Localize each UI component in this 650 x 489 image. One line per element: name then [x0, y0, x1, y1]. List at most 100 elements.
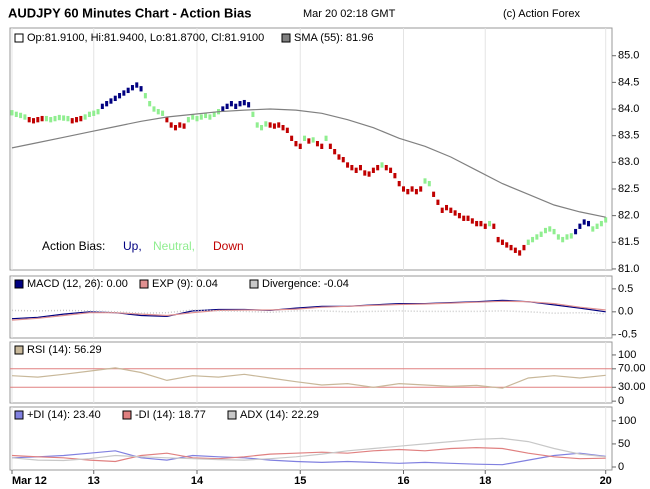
price-bar: [70, 118, 74, 124]
legend-swatch: [227, 410, 237, 420]
price-bar: [462, 215, 466, 221]
price-bar: [500, 239, 504, 245]
price-bar: [565, 234, 569, 240]
price-bar: [23, 114, 27, 120]
legend-label: RSI (14): 56.29: [27, 344, 102, 356]
price-bar: [195, 115, 199, 122]
y-tick-label: 81.0: [618, 263, 639, 275]
price-bar: [281, 125, 285, 131]
y-tick-label: 70.00: [618, 363, 646, 375]
price-bar: [294, 141, 298, 147]
y-tick-label: 85.0: [618, 50, 639, 62]
price-bar: [436, 199, 440, 205]
price-bar: [376, 164, 380, 171]
price-bar: [173, 125, 177, 131]
price-bar: [427, 180, 431, 187]
price-bar: [66, 115, 70, 122]
price-bar: [535, 234, 539, 240]
panel-frame: [9, 27, 613, 271]
legend-swatch: [14, 410, 24, 420]
price-bar: [591, 226, 595, 232]
price-bar: [397, 180, 401, 187]
price-bar: [505, 242, 509, 248]
price-bar: [100, 103, 104, 110]
price-bar: [457, 212, 461, 219]
bias-legend-title: Action Bias:: [42, 239, 105, 253]
price-bar: [518, 250, 522, 256]
price-bar: [599, 220, 603, 227]
price-bar: [242, 99, 246, 106]
price-bar: [161, 110, 165, 116]
price-bar: [191, 114, 195, 120]
price-bar: [199, 114, 203, 120]
price-bar: [255, 122, 259, 128]
price-bar: [105, 101, 109, 107]
price-bar: [53, 115, 57, 122]
price-bar: [27, 117, 31, 123]
price-bar: [186, 117, 190, 123]
price-bar: [401, 186, 405, 192]
y-tick-label: 50: [618, 438, 630, 450]
timestamp: Mar 20 02:18 GMT: [303, 8, 396, 20]
price-bar: [165, 117, 169, 123]
x-tick-label: 20: [600, 475, 612, 487]
price-bar: [324, 135, 328, 142]
price-bar: [204, 112, 208, 119]
price-bar: [49, 117, 53, 123]
price-bar: [488, 220, 492, 227]
y-tick-label: 0.0: [618, 306, 633, 318]
price-bar: [466, 215, 470, 221]
price-bar: [272, 123, 276, 129]
price-bar: [315, 141, 319, 147]
price-bar: [406, 188, 410, 195]
price-bar: [143, 93, 147, 99]
price-bar: [10, 110, 14, 116]
price-bar: [277, 122, 281, 128]
price-bar: [208, 114, 212, 120]
price-bar: [152, 106, 156, 112]
price-bar: [307, 138, 311, 144]
bias-legend-item: Down: [213, 239, 244, 253]
price-bar: [57, 114, 61, 121]
legend-swatch: [281, 33, 291, 43]
legend-swatch: [139, 279, 149, 289]
y-tick-label: 84.0: [618, 103, 639, 115]
price-bar: [221, 106, 225, 112]
price-bar: [130, 85, 134, 91]
legend-label: SMA (55): 81.96: [294, 32, 374, 44]
panel-frame: [9, 406, 613, 471]
x-tick-label: 16: [397, 475, 409, 487]
legend-label: EXP (9): 0.04: [152, 278, 218, 290]
x-tick-label: 14: [191, 475, 204, 487]
price-bar: [251, 111, 255, 118]
price-bar: [178, 122, 182, 128]
price-bar: [371, 167, 375, 173]
y-tick-label: 84.5: [618, 76, 639, 88]
price-bar: [320, 143, 324, 149]
price-bar: [247, 102, 251, 108]
price-bar: [92, 110, 96, 116]
price-bar: [229, 101, 233, 107]
price-bar: [298, 143, 302, 149]
y-tick-label: 83.0: [618, 156, 639, 168]
y-tick-label: 30.00: [618, 381, 646, 393]
price-bar: [109, 98, 113, 104]
price-bar: [423, 178, 427, 184]
y-tick-label: 0.5: [618, 283, 633, 295]
price-bar: [264, 121, 268, 127]
series-line: [11, 309, 606, 315]
price-bar: [496, 236, 500, 243]
legend-label: +DI (14): 23.40: [27, 409, 101, 421]
price-bar: [492, 223, 496, 229]
price-bar: [260, 125, 264, 131]
price-bar: [87, 111, 91, 118]
series-line: [11, 446, 606, 463]
price-bar: [479, 220, 483, 227]
y-tick-label: 82.0: [618, 210, 639, 222]
price-bar: [556, 234, 560, 240]
legend-swatch: [249, 279, 259, 289]
series-line: [11, 108, 606, 218]
price-bar: [268, 122, 272, 128]
price-bar: [139, 86, 143, 92]
